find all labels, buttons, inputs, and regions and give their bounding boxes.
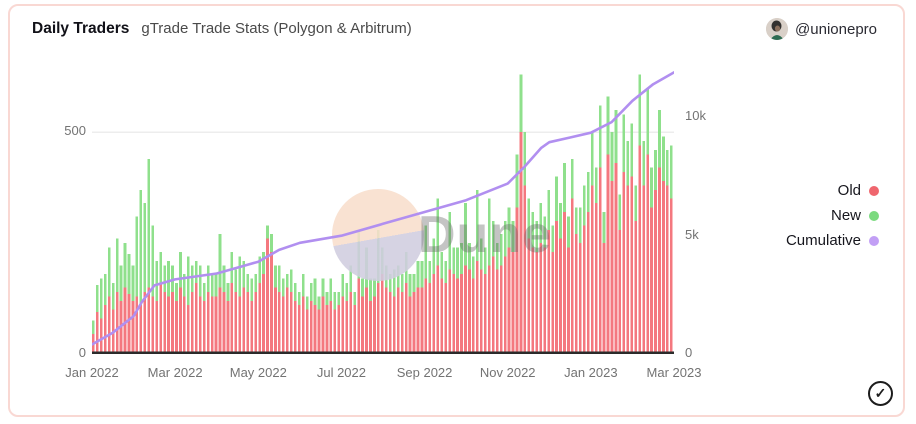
x-axis-tick: Jan 2022 (65, 365, 119, 380)
legend-item-new[interactable]: New (786, 203, 879, 228)
left-axis-tick: 0 (78, 345, 86, 360)
legend-item-old[interactable]: Old (786, 178, 879, 203)
chart-title: Daily Traders (32, 20, 130, 37)
dashboard-card: Daily Traders gTrade Trade Stats (Polygon… (8, 4, 905, 417)
legend-dot-icon (869, 185, 879, 196)
x-axis-tick: Jan 2023 (564, 365, 618, 380)
chart-area: Dune 500 0 10k 5k 0 Jan 2022 Mar 2022 May 2022 J… (10, 6, 903, 415)
x-axis-tick: May 2022 (229, 365, 287, 380)
dune-logo-watermark (332, 189, 424, 281)
author-handle[interactable]: @unionepro (795, 20, 877, 38)
verified-check-icon[interactable]: ✓ (868, 381, 893, 406)
author[interactable]: @unionepro (766, 18, 877, 40)
chart-legend: Old New Cumulative (786, 178, 879, 253)
legend-label: Cumulative (785, 232, 861, 249)
card-header: Daily Traders gTrade Trade Stats (Polygon… (32, 18, 883, 44)
left-axis-tick: 500 (64, 123, 86, 139)
x-axis-tick: Jul 2022 (316, 365, 366, 380)
legend-dot-icon (869, 210, 879, 221)
legend-dot-icon (869, 235, 879, 246)
legend-label: Old (837, 182, 861, 199)
chart-subtitle: gTrade Trade Stats (Polygon & Arbitrum) (141, 20, 412, 37)
x-axis-tick: Mar 2022 (147, 365, 203, 380)
right-axis-tick: 0 (685, 345, 693, 360)
author-avatar-icon (766, 18, 789, 40)
right-axis-tick: 10k (685, 108, 706, 124)
legend-label: New (830, 207, 861, 224)
dune-watermark-text: Dune (418, 206, 552, 264)
check-glyph: ✓ (874, 385, 887, 401)
right-axis-tick: 5k (685, 226, 699, 242)
x-axis-tick: Nov 2022 (479, 365, 536, 380)
legend-item-cumulative[interactable]: Cumulative (786, 228, 879, 253)
x-axis-tick: Mar 2023 (646, 365, 702, 380)
x-axis-tick: Sep 2022 (396, 365, 453, 380)
